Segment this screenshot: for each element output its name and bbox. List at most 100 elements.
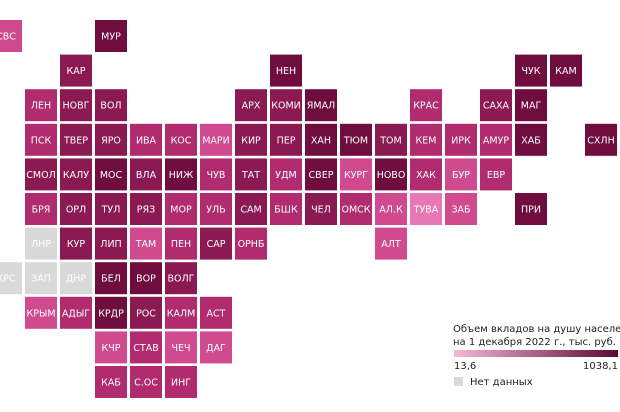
tile-label: КУРГ (344, 170, 368, 181)
legend-max: 1038,1 (583, 361, 618, 372)
tile (25, 193, 57, 225)
tile (445, 193, 477, 225)
tile (515, 89, 547, 122)
tile (95, 227, 127, 260)
tile (375, 123, 407, 156)
tile (165, 262, 197, 295)
tile (270, 193, 302, 225)
tile-label: ЧУК (521, 66, 540, 77)
tile (270, 158, 302, 191)
tile-label: ВЛА (136, 170, 157, 181)
tile-label: ДНР (66, 274, 87, 285)
tile-label: ТУВА (413, 205, 439, 216)
tile-label: УДМ (275, 170, 296, 181)
tile (235, 158, 267, 191)
tile-label: ТАТ (241, 170, 260, 181)
no-data-swatch (454, 377, 463, 386)
tile-label: ВОЛ (100, 101, 121, 112)
tile-label: ОМСК (341, 205, 370, 216)
tile (585, 123, 617, 156)
tile-label: САХА (483, 101, 510, 112)
tile-label: КЕМ (416, 135, 437, 146)
tile (410, 193, 442, 225)
tile-label: ПЕР (277, 135, 296, 146)
tile-label: БУР (452, 170, 470, 181)
tile (95, 296, 127, 329)
tile-label: КРДР (98, 308, 124, 319)
legend-min: 13,6 (454, 361, 476, 372)
tile-label: ХАБ (521, 135, 541, 146)
tile (0, 262, 22, 295)
tile-label: КРС (0, 274, 16, 285)
tile-label: КАЛМ (167, 308, 196, 319)
tile-label: КОС (171, 135, 192, 146)
tile-label: ИВА (136, 135, 157, 146)
tile (95, 331, 127, 364)
tile-label: ЧУВ (207, 170, 226, 181)
tile-label: КАР (67, 66, 86, 77)
tile (130, 296, 162, 329)
tile (515, 54, 547, 87)
tile (95, 193, 127, 225)
tile (165, 296, 197, 329)
tile (60, 227, 92, 260)
tile-label: КАБ (101, 378, 121, 389)
tile (60, 54, 92, 87)
tile-label: ЛИП (100, 239, 121, 250)
tile-label: МОС (100, 170, 123, 181)
tile-label: БШК (274, 205, 298, 216)
tile (165, 158, 197, 191)
tile (270, 123, 302, 156)
tile-label: СВЕР (309, 170, 334, 181)
tile-label: ХАН (311, 135, 331, 146)
tile (305, 158, 337, 191)
tile-label: МУР (101, 32, 121, 43)
tile-label: АСТ (207, 308, 226, 319)
tile (165, 366, 197, 398)
tile-label: ВОР (136, 274, 156, 285)
tile (270, 54, 302, 87)
legend-gradient (454, 350, 618, 357)
tile-label: САМ (240, 205, 261, 216)
tile-label: УЛЬ (206, 205, 225, 216)
tile-label: ЧЕЧ (171, 343, 190, 354)
tile (515, 193, 547, 225)
tile (60, 296, 92, 329)
tile-label: ТУЛ (101, 205, 121, 216)
tile-label: САР (207, 239, 226, 250)
tile (410, 89, 442, 122)
tile-label: МАГ (521, 101, 542, 112)
tile-label: КРЫМ (26, 308, 55, 319)
tile-label: НОВГ (63, 101, 90, 112)
tile-label: ТАМ (135, 239, 157, 250)
tile-label: АРХ (242, 101, 261, 112)
tile-label: ДАГ (206, 343, 226, 354)
tile (235, 123, 267, 156)
tile-label: БРЯ (32, 205, 51, 216)
tile-label: С.ОС (134, 378, 158, 389)
tile-label: ПРИ (521, 205, 541, 216)
tile-label: БЕЛ (101, 274, 121, 285)
tile (95, 158, 127, 191)
tile-label: ЛНР (31, 239, 51, 250)
tile (200, 193, 232, 225)
tile-label: ВОЛГ (168, 274, 195, 285)
tile (340, 123, 372, 156)
tile (165, 331, 197, 364)
tile (340, 193, 372, 225)
tile (25, 158, 57, 191)
tile-label: МОР (170, 205, 192, 216)
tile-label: КОМИ (271, 101, 301, 112)
tile (235, 89, 267, 122)
tile (165, 193, 197, 225)
tile (60, 262, 92, 295)
tile (165, 123, 197, 156)
legend-title: Объем вкладов на душу населения (453, 324, 620, 335)
tile-label: ЕВР (487, 170, 506, 181)
tile-label: КИР (241, 135, 261, 146)
tile (130, 262, 162, 295)
tile-label: ПСК (31, 135, 52, 146)
tile-label: ТВЕР (63, 135, 88, 146)
tile (445, 158, 477, 191)
